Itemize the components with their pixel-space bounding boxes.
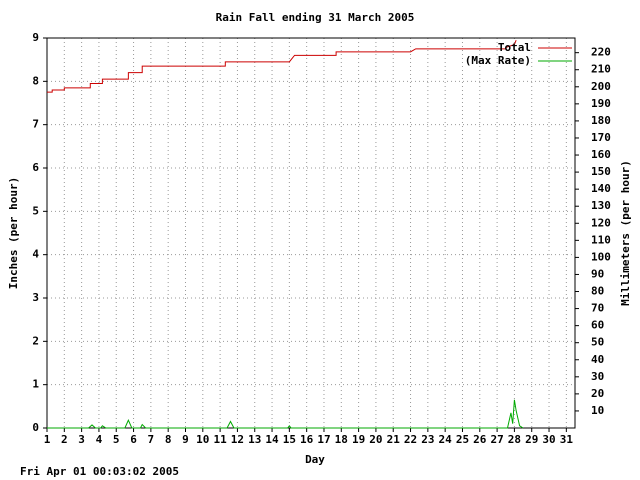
x-tick-label: 28 (508, 433, 521, 446)
y-tick-label: 2 (32, 334, 39, 347)
x-tick-label: 7 (148, 433, 155, 446)
footer: Fri Apr 01 00:03:02 2005 (20, 465, 179, 478)
x-tick-label: 5 (113, 433, 120, 446)
y-tick-label: 1 (32, 378, 39, 391)
y2-tick-label: 30 (591, 370, 604, 383)
x-tick-label: 23 (421, 433, 434, 446)
series-line (47, 39, 517, 93)
y2-tick-label: 40 (591, 353, 604, 366)
y2-axis-label: Millimeters (per hour) (619, 160, 632, 306)
y-tick-label: 7 (32, 118, 39, 131)
y2-tick-label: 160 (591, 148, 611, 161)
x-tick-label: 26 (473, 433, 487, 446)
x-tick-label: 19 (352, 433, 365, 446)
y2-tick-label: 90 (591, 267, 604, 280)
x-tick-label: 16 (300, 433, 314, 446)
x-tick-label: 3 (78, 433, 85, 446)
x-tick-label: 13 (248, 433, 261, 446)
x-tick-label: 1 (44, 433, 51, 446)
y2-tick-label: 50 (591, 336, 604, 349)
y2-tick-label: 150 (591, 165, 611, 178)
y2-tick-label: 100 (591, 250, 611, 263)
y-tick-label: 4 (32, 248, 39, 261)
x-tick-label: 14 (265, 433, 279, 446)
y2-tick-label: 200 (591, 80, 611, 93)
series-line (47, 399, 524, 429)
y2-tick-label: 70 (591, 302, 604, 315)
y2-tick-label: 80 (591, 285, 604, 298)
y-axis-label: Inches (per hour) (7, 177, 20, 290)
x-tick-label: 20 (369, 433, 382, 446)
x-tick-label: 12 (231, 433, 244, 446)
x-tick-label: 6 (130, 433, 137, 446)
x-tick-label: 30 (542, 433, 555, 446)
x-tick-label: 24 (439, 433, 453, 446)
x-tick-label: 8 (165, 433, 172, 446)
x-tick-label: 18 (335, 433, 348, 446)
y-tick-label: 6 (32, 161, 39, 174)
y2-tick-label: 190 (591, 97, 611, 110)
y-tick-label: 9 (32, 31, 39, 44)
y2-tick-label: 170 (591, 131, 611, 144)
legend-label: (Max Rate) (465, 54, 531, 67)
y2-tick-label: 180 (591, 114, 611, 127)
y2-tick-label: 140 (591, 182, 611, 195)
y-tick-label: 3 (32, 291, 39, 304)
y-tick-label: 5 (32, 204, 39, 217)
x-tick-label: 22 (404, 433, 417, 446)
y2-tick-label: 220 (591, 46, 611, 59)
chart-title: Rain Fall ending 31 March 2005 (216, 11, 415, 24)
y-tick-label: 8 (32, 74, 39, 87)
y2-tick-label: 120 (591, 216, 611, 229)
x-tick-label: 27 (490, 433, 503, 446)
x-tick-label: 11 (213, 433, 227, 446)
x-tick-label: 25 (456, 433, 469, 446)
x-tick-label: 9 (182, 433, 189, 446)
y2-tick-label: 10 (591, 404, 604, 417)
legend-label: Total (498, 41, 531, 54)
y2-tick-label: 110 (591, 233, 611, 246)
x-tick-label: 21 (387, 433, 401, 446)
x-tick-label: 4 (96, 433, 103, 446)
x-tick-label: 2 (61, 433, 68, 446)
x-axis-label: Day (305, 453, 325, 466)
x-tick-label: 29 (525, 433, 538, 446)
x-tick-label: 15 (283, 433, 296, 446)
y2-tick-label: 60 (591, 319, 604, 332)
x-tick-label: 17 (317, 433, 330, 446)
y2-tick-label: 210 (591, 63, 611, 76)
y2-tick-label: 20 (591, 387, 604, 400)
x-tick-label: 31 (560, 433, 574, 446)
y-tick-label: 0 (32, 421, 39, 434)
y2-tick-label: 130 (591, 199, 611, 212)
x-tick-label: 10 (196, 433, 209, 446)
plot-frame (46, 37, 576, 429)
